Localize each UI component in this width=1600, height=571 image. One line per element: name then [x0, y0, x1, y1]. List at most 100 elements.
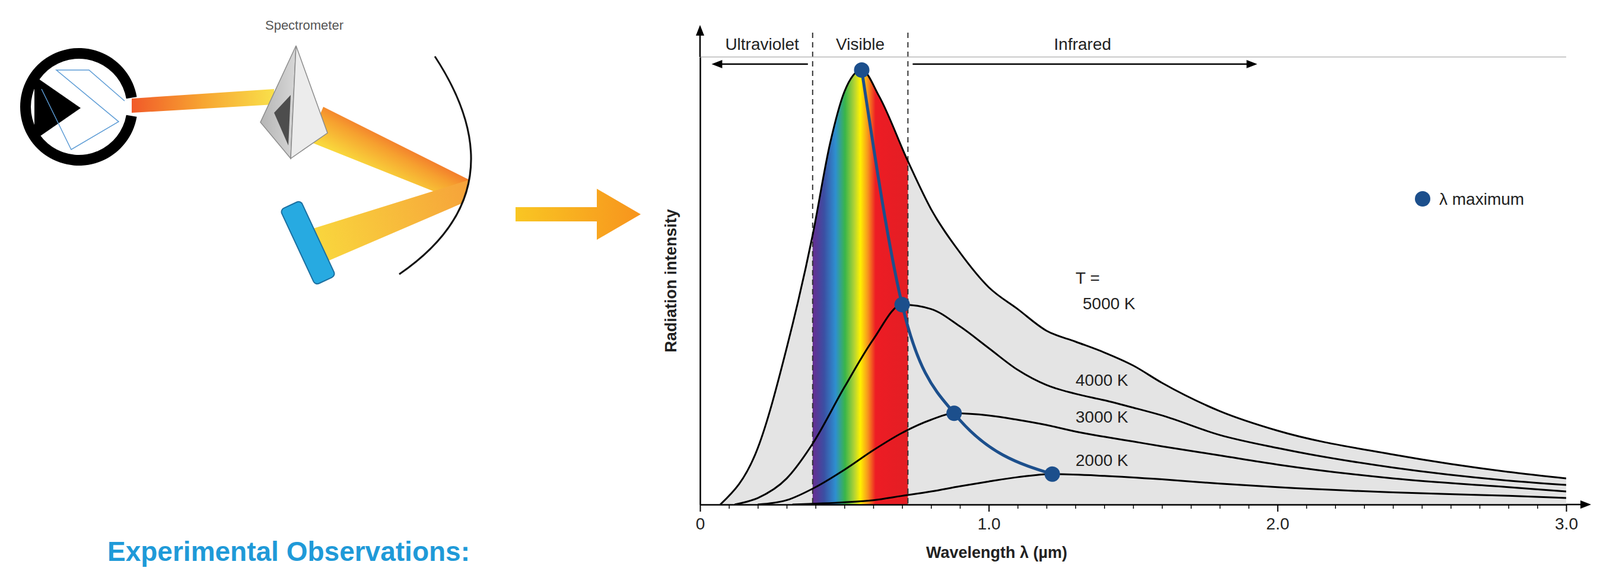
x-minor-tick-mark	[1392, 504, 1395, 509]
cavity-wedge	[34, 75, 81, 141]
x-axis-extension	[1566, 503, 1583, 506]
x-minor-tick	[1363, 504, 1365, 509]
x-minor-tick	[729, 504, 730, 509]
series-line	[720, 70, 1567, 505]
curve-label: 5000 K	[1082, 294, 1136, 313]
cavity-reflections	[41, 70, 125, 150]
x-minor-tick	[757, 504, 759, 509]
x-minor-tick	[1479, 504, 1481, 509]
maximum-point	[1044, 466, 1061, 482]
x-tick: 0	[695, 504, 706, 533]
x-minor-tick-mark	[901, 504, 903, 509]
x-minor-tick	[1508, 504, 1510, 509]
x-tick: 3.0	[1554, 504, 1579, 533]
x-axis-minor	[729, 504, 1538, 509]
region-arrow	[912, 63, 1255, 66]
x-minor-tick	[1190, 504, 1192, 509]
x-minor-tick-mark	[1017, 504, 1019, 509]
chart: Ultraviolet Visible Infrared 5000 K 4000 K 30…	[662, 24, 1592, 562]
x-minor-tick-mark	[1133, 504, 1135, 509]
region-divider	[812, 32, 814, 505]
x-axis-arrow	[1580, 500, 1592, 509]
x-minor-tick-mark	[1190, 504, 1192, 509]
x-minor-tick	[1162, 504, 1163, 509]
region-layer	[711, 32, 1258, 505]
region-label: Visible	[835, 35, 885, 54]
prism-shadow	[274, 94, 291, 146]
blackbody-cavity	[20, 48, 138, 166]
region-divider	[907, 32, 909, 505]
x-minor-tick	[1104, 504, 1105, 509]
y-axis	[700, 57, 701, 505]
annotation: T =	[1075, 268, 1100, 288]
mirror	[399, 56, 472, 275]
x-minor-tick	[1075, 504, 1077, 509]
x-minor-tick-mark	[728, 504, 730, 509]
x-minor-tick	[1392, 504, 1394, 509]
x-tick: 2.0	[1265, 504, 1290, 533]
x-minor-tick-mark	[1508, 504, 1510, 509]
page: Spectrometer Experimental Observations: Ul…	[0, 0, 1600, 571]
x-minor-tick	[786, 504, 788, 509]
x-tick-label: 1.0	[977, 514, 1001, 533]
maximum-point	[894, 296, 911, 313]
y-axis-extension	[699, 33, 702, 57]
x-minor-tick	[1450, 504, 1452, 509]
x-minor-tick-mark	[815, 504, 817, 509]
maximum-point	[946, 405, 962, 421]
series-line	[757, 412, 1567, 505]
x-minor-tick-mark	[786, 504, 788, 509]
diagram-label: Spectrometer	[265, 17, 344, 33]
frame-top	[700, 56, 1567, 58]
curve-label: 2000 K	[1075, 450, 1129, 470]
x-minor-tick	[930, 504, 932, 509]
region-label: Infrared	[1054, 35, 1112, 54]
diagram: Spectrometer	[20, 17, 472, 285]
x-minor-tick-mark	[844, 504, 846, 509]
prism-face	[260, 45, 297, 159]
x-minor-tick	[1219, 504, 1221, 509]
x-minor-tick-mark	[757, 504, 759, 509]
legend-label: λ maximum	[1439, 189, 1525, 209]
x-tick-mark	[1566, 504, 1568, 512]
x-minor-tick-mark	[1248, 504, 1250, 509]
y-axis-title: Radiation intensity	[662, 208, 680, 353]
x-minor-tick-mark	[959, 504, 962, 509]
x-tick-label: 3.0	[1554, 514, 1579, 533]
x-axis-title: Wavelength λ (µm)	[926, 543, 1068, 562]
x-minor-tick	[1133, 504, 1134, 509]
x-minor-tick	[1306, 504, 1307, 509]
x-minor-tick	[959, 504, 961, 509]
curve-label: 4000 K	[1075, 370, 1129, 390]
x-minor-tick-mark	[1046, 504, 1048, 509]
x-minor-tick-mark	[1479, 504, 1481, 509]
x-minor-tick	[1046, 504, 1048, 509]
beam-in	[131, 88, 275, 113]
x-tick-mark	[1277, 504, 1279, 512]
curve-label: 3000 K	[1075, 407, 1129, 426]
heading: Experimental Observations:	[107, 535, 470, 567]
x-minor-tick-mark	[1219, 504, 1221, 509]
line-layer	[720, 62, 1567, 505]
x-minor-tick-mark	[1450, 504, 1452, 509]
root: Spectrometer Experimental Observations: Ul…	[0, 0, 1600, 571]
region-label: Ultraviolet	[724, 35, 800, 54]
series-line	[734, 304, 1567, 505]
x-minor-tick-mark	[1306, 504, 1308, 509]
x-minor-tick-mark	[873, 504, 875, 509]
x-minor-tick	[1537, 504, 1538, 509]
legend-marker	[1414, 191, 1431, 207]
x-tick-mark	[700, 504, 702, 512]
x-minor-tick-mark	[1363, 504, 1366, 509]
region-arrow	[713, 63, 808, 66]
x-minor-tick	[1422, 504, 1423, 509]
arrow-head	[1246, 59, 1258, 69]
x-tick-label: 2.0	[1265, 514, 1290, 533]
x-minor-tick	[873, 504, 874, 509]
x-minor-tick-mark	[1421, 504, 1423, 509]
x-tick-label: 0	[695, 514, 706, 533]
x-minor-tick	[844, 504, 845, 509]
arrow-head	[711, 59, 722, 69]
series-line	[861, 70, 1053, 475]
series-line	[792, 474, 1567, 505]
